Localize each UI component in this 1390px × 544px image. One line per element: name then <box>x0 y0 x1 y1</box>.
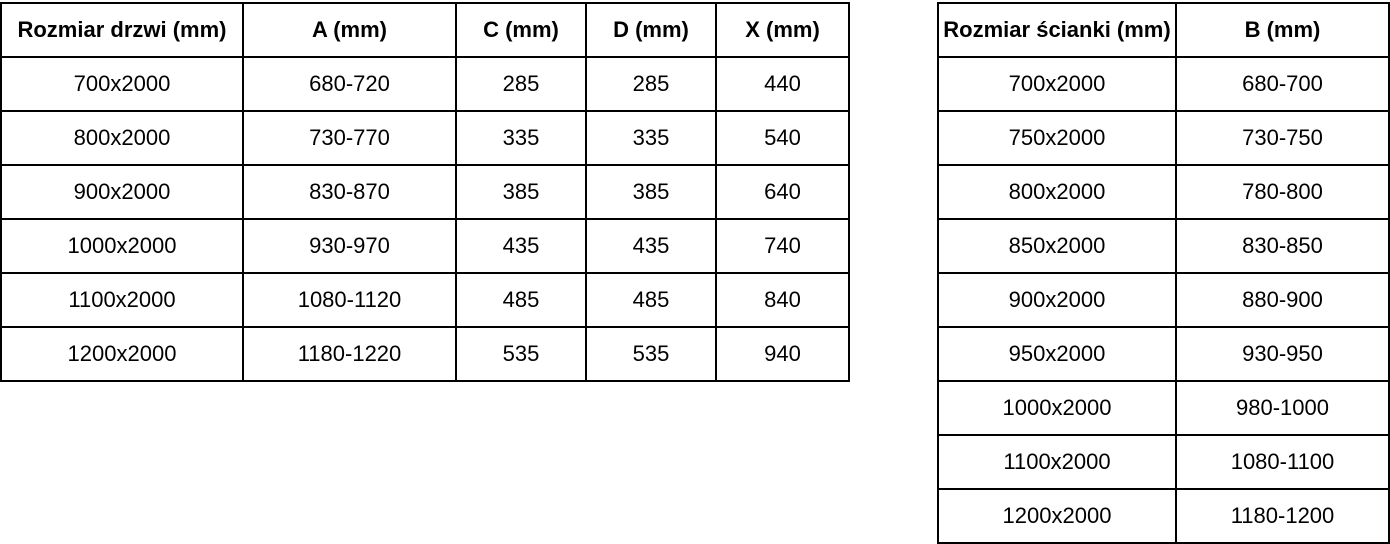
table-cell: 1000x2000 <box>0 218 244 274</box>
table-row: 900x2000 880-900 <box>937 272 1390 328</box>
table-row: 800x2000 730-770 335 335 540 <box>0 110 850 166</box>
table-cell: 285 <box>585 56 717 112</box>
column-header: C (mm) <box>455 2 587 58</box>
table-cell: 980-1000 <box>1175 380 1390 436</box>
table-cell: 730-770 <box>242 110 457 166</box>
table-cell: 335 <box>455 110 587 166</box>
table-row: 700x2000 680-720 285 285 440 <box>0 56 850 112</box>
table-cell: 830-850 <box>1175 218 1390 274</box>
table-cell: 435 <box>455 218 587 274</box>
table-cell: 540 <box>715 110 850 166</box>
table-cell: 535 <box>455 326 587 382</box>
table-cell: 1080-1100 <box>1175 434 1390 490</box>
table-cell: 335 <box>585 110 717 166</box>
header-row: Rozmiar ścianki (mm) B (mm) <box>937 2 1390 58</box>
table-cell: 900x2000 <box>0 164 244 220</box>
table-row: 1000x2000 930-970 435 435 740 <box>0 218 850 274</box>
table-row: 700x2000 680-700 <box>937 56 1390 112</box>
table-cell: 1180-1200 <box>1175 488 1390 544</box>
table-row: 850x2000 830-850 <box>937 218 1390 274</box>
table-row: 800x2000 780-800 <box>937 164 1390 220</box>
table-row: 1200x2000 1180-1200 <box>937 488 1390 544</box>
header-row: Rozmiar drzwi (mm) A (mm) C (mm) D (mm) X (m… <box>0 2 850 58</box>
table-cell: 435 <box>585 218 717 274</box>
table-cell: 1000x2000 <box>937 380 1177 436</box>
table-cell: 840 <box>715 272 850 328</box>
table-cell: 535 <box>585 326 717 382</box>
column-header: B (mm) <box>1175 2 1390 58</box>
table-cell: 1180-1220 <box>242 326 457 382</box>
table-cell: 680-700 <box>1175 56 1390 112</box>
table-row: 1200x2000 1180-1220 535 535 940 <box>0 326 850 382</box>
table-cell: 930-950 <box>1175 326 1390 382</box>
table-row: 900x2000 830-870 385 385 640 <box>0 164 850 220</box>
table-cell: 1200x2000 <box>937 488 1177 544</box>
table-cell: 900x2000 <box>937 272 1177 328</box>
table-cell: 750x2000 <box>937 110 1177 166</box>
column-header: D (mm) <box>585 2 717 58</box>
table-cell: 830-870 <box>242 164 457 220</box>
table-cell: 950x2000 <box>937 326 1177 382</box>
table-cell: 1200x2000 <box>0 326 244 382</box>
table-row: 750x2000 730-750 <box>937 110 1390 166</box>
table-cell: 800x2000 <box>0 110 244 166</box>
table-cell: 740 <box>715 218 850 274</box>
table-row: 950x2000 930-950 <box>937 326 1390 382</box>
table-cell: 285 <box>455 56 587 112</box>
table-cell: 1080-1120 <box>242 272 457 328</box>
table-cell: 700x2000 <box>0 56 244 112</box>
table-cell: 1100x2000 <box>937 434 1177 490</box>
table-row: 1100x2000 1080-1100 <box>937 434 1390 490</box>
column-header: Rozmiar drzwi (mm) <box>0 2 244 58</box>
table-cell: 440 <box>715 56 850 112</box>
table-cell: 850x2000 <box>937 218 1177 274</box>
table-cell: 800x2000 <box>937 164 1177 220</box>
table-cell: 880-900 <box>1175 272 1390 328</box>
table-cell: 385 <box>455 164 587 220</box>
column-header: Rozmiar ścianki (mm) <box>937 2 1177 58</box>
table-cell: 930-970 <box>242 218 457 274</box>
table-cell: 780-800 <box>1175 164 1390 220</box>
table-cell: 730-750 <box>1175 110 1390 166</box>
table-cell: 700x2000 <box>937 56 1177 112</box>
wall-panel-dimensions-table: Rozmiar ścianki (mm) B (mm) 700x2000 680-7… <box>937 2 1390 544</box>
table-row: 1100x2000 1080-1120 485 485 840 <box>0 272 850 328</box>
table-row: 1000x2000 980-1000 <box>937 380 1390 436</box>
column-header: X (mm) <box>715 2 850 58</box>
column-header: A (mm) <box>242 2 457 58</box>
door-dimensions-table: Rozmiar drzwi (mm) A (mm) C (mm) D (mm) X (m… <box>0 2 850 382</box>
table-cell: 385 <box>585 164 717 220</box>
table-cell: 940 <box>715 326 850 382</box>
table-cell: 485 <box>455 272 587 328</box>
table-cell: 1100x2000 <box>0 272 244 328</box>
table-cell: 485 <box>585 272 717 328</box>
table-cell: 680-720 <box>242 56 457 112</box>
table-cell: 640 <box>715 164 850 220</box>
